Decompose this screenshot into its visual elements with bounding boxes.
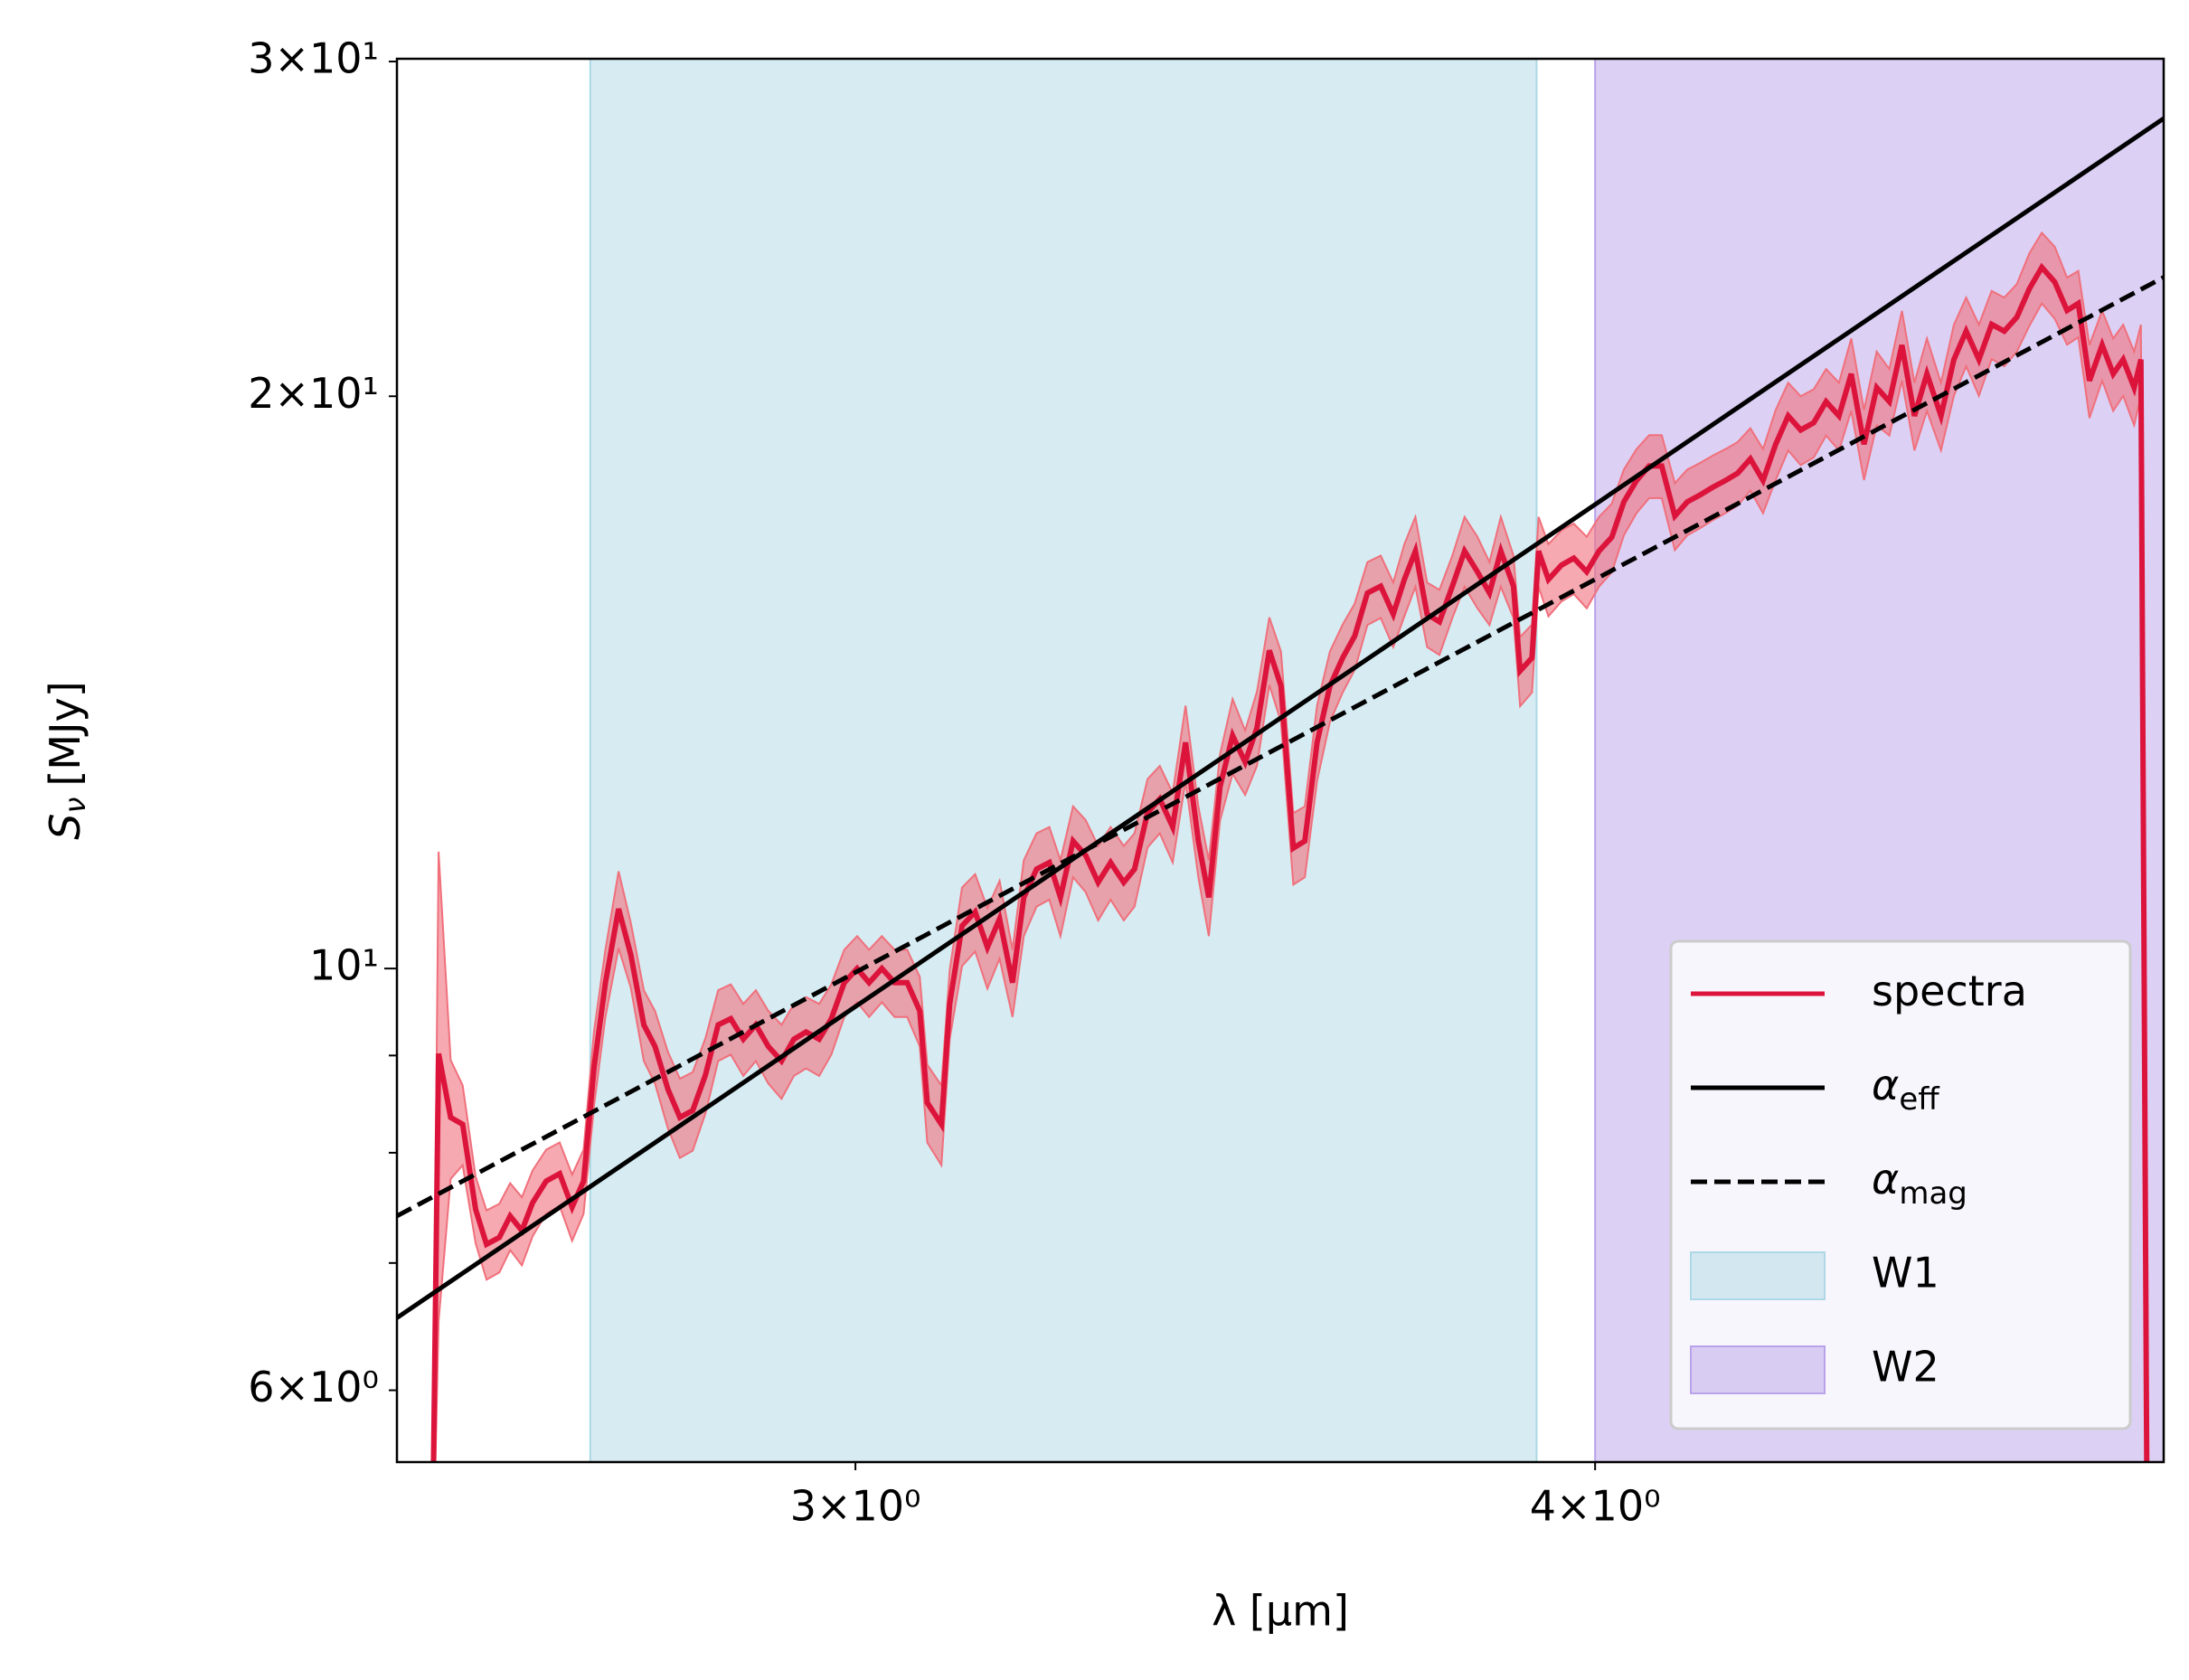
legend-label: W2 [1872, 1343, 1939, 1392]
series-line [397, 116, 2164, 1320]
legend-label: αeff [1872, 1061, 1940, 1118]
x-tick-label: 3×10⁰ [790, 1482, 921, 1531]
legend-name: spectra [1872, 967, 2027, 1015]
legend-label: αmag [1872, 1155, 1967, 1212]
legend-sub: eff [1899, 1081, 1940, 1118]
y-tick-label: 6×10⁰ [248, 1363, 379, 1411]
series-line [430, 262, 2150, 1462]
x-axis-label: λ [μm] [1212, 1587, 1349, 1636]
series-line [397, 275, 2164, 1219]
y-label-unit: [MJy] [41, 681, 90, 786]
legend-label: W1 [1872, 1249, 1939, 1298]
legend-name: α [1872, 1155, 1899, 1203]
y-axis-label: Sν [MJy] [41, 681, 93, 839]
y-tick-label: 2×10¹ [248, 369, 379, 418]
plot-frame [395, 57, 2165, 1464]
legend-label: spectra [1872, 967, 2027, 1015]
legend-box [1669, 939, 2132, 1430]
legend-patch [1690, 1345, 1826, 1394]
x-tick-label: 4×10⁰ [1530, 1482, 1661, 1531]
y-label-main: S [41, 814, 90, 840]
legend-sub: mag [1899, 1175, 1967, 1212]
band-span [589, 59, 1538, 1462]
legend-name: α [1872, 1061, 1899, 1109]
y-tick-label: 3×10¹ [248, 34, 379, 83]
y-label-sub: ν [58, 798, 92, 814]
y-tick-label: 10¹ [309, 941, 379, 990]
legend-patch [1690, 1251, 1826, 1300]
